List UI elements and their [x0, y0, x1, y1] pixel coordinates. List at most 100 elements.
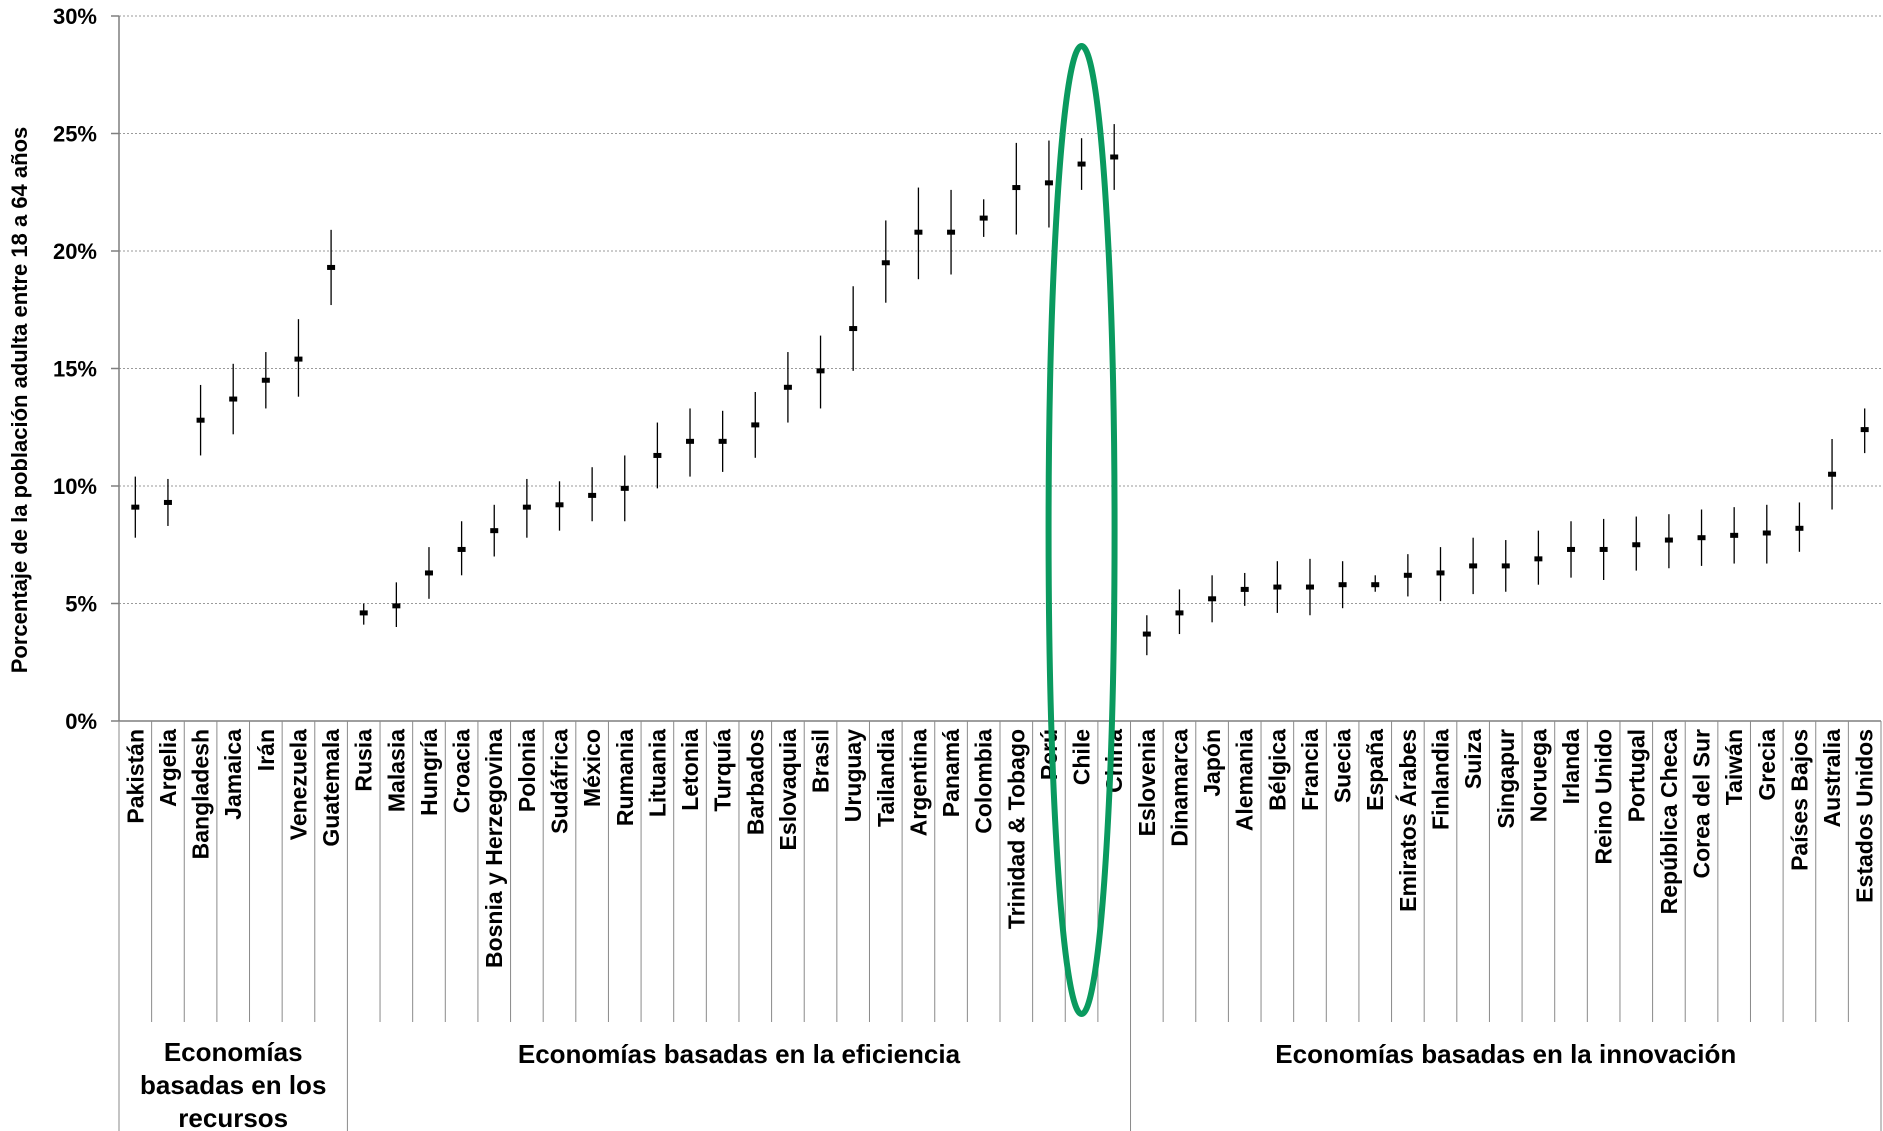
data-point	[1273, 584, 1282, 590]
highlight-ellipse-shape	[1045, 43, 1118, 1017]
data-marks	[131, 124, 1869, 656]
axes	[111, 15, 1882, 1131]
category-label: Suecia	[1330, 729, 1356, 803]
category-label: Croacia	[449, 729, 475, 814]
category-label: Eslovenia	[1134, 729, 1160, 837]
gridlines	[119, 15, 1881, 604]
data-point	[392, 603, 401, 609]
category-label: Jamaica	[220, 729, 246, 820]
category-label: Letonia	[677, 729, 703, 811]
data-point	[1795, 525, 1804, 531]
category-label: Bosnia y Herzegovina	[481, 729, 507, 968]
data-point	[751, 422, 760, 428]
data-point	[588, 492, 597, 498]
category-label: Argelia	[155, 729, 181, 807]
category-label: Turquía	[710, 729, 736, 812]
data-point	[914, 229, 923, 235]
y-tick-label: 5%	[65, 592, 97, 617]
category-label: Japón	[1199, 729, 1225, 797]
data-point	[1436, 570, 1445, 576]
category-label: Eslovaquia	[775, 729, 801, 851]
data-point	[1860, 427, 1869, 433]
category-label: Dinamarca	[1166, 729, 1192, 847]
data-point	[294, 356, 303, 362]
group-label: basadas en los	[140, 1070, 326, 1100]
data-point	[1567, 546, 1576, 552]
data-point	[196, 417, 205, 423]
y-tick-label: 15%	[53, 357, 97, 382]
category-label: Rusia	[351, 729, 377, 792]
data-point	[1697, 535, 1706, 541]
data-point	[1469, 563, 1478, 569]
category-label: Australia	[1819, 729, 1845, 828]
category-label: Portugal	[1623, 729, 1649, 822]
y-tick-label: 30%	[53, 4, 97, 29]
data-point	[131, 504, 140, 510]
data-point	[327, 264, 336, 270]
data-point	[457, 546, 466, 552]
category-label: Francia	[1297, 729, 1323, 811]
category-label: Singapur	[1493, 729, 1519, 829]
category-label: Polonia	[514, 729, 540, 812]
category-label: Venezuela	[285, 729, 311, 840]
data-point	[849, 326, 858, 332]
category-label: Países Bajos	[1786, 729, 1812, 871]
category-label: Bangladesh	[188, 729, 214, 859]
category-label: Alemania	[1232, 729, 1258, 831]
category-label: Suiza	[1460, 729, 1486, 789]
data-point	[1338, 582, 1347, 588]
group-label: Economías basadas en la eficiencia	[518, 1039, 961, 1069]
data-point	[1632, 542, 1641, 548]
category-label: Finlandia	[1428, 729, 1454, 830]
data-point	[1762, 530, 1771, 536]
data-point	[686, 438, 695, 444]
category-label: Hungría	[416, 729, 442, 816]
data-point	[1077, 161, 1086, 167]
category-label: Taiwán	[1721, 729, 1747, 805]
data-point	[1501, 563, 1510, 569]
category-label: Colombia	[971, 729, 997, 834]
data-point	[1534, 556, 1543, 562]
data-point	[881, 260, 890, 266]
category-label: México	[579, 729, 605, 807]
y-tick-labels: 0% 5% 10% 15% 20% 25% 30%	[53, 4, 97, 734]
data-point	[1044, 180, 1053, 186]
data-point	[1012, 185, 1021, 191]
data-point	[359, 610, 368, 616]
data-point	[653, 452, 662, 458]
y-tick-label: 20%	[53, 239, 97, 264]
category-label: República Checa	[1656, 729, 1682, 915]
data-point	[1110, 154, 1119, 160]
data-point	[522, 504, 531, 510]
data-point	[1664, 537, 1673, 543]
category-label: Lituania	[644, 729, 670, 817]
data-point	[1828, 471, 1837, 477]
data-point	[718, 438, 727, 444]
group-label: Economías basadas en la innovación	[1275, 1039, 1736, 1069]
category-labels: Pakistán Argelia Bangladesh Jamaica Irán Vene…	[122, 729, 1877, 968]
category-label: Irán	[253, 729, 279, 771]
category-label: Tailandia	[873, 729, 899, 827]
data-point	[1175, 610, 1184, 616]
data-point	[261, 377, 270, 383]
data-point	[1730, 532, 1739, 538]
category-label: Estados Unidos	[1852, 729, 1878, 903]
category-label: Corea del Sur	[1689, 729, 1715, 879]
y-tick-label: 0%	[65, 709, 97, 734]
category-label: Emiratos Árabes	[1394, 729, 1421, 912]
data-point	[1240, 586, 1249, 592]
data-point	[620, 485, 629, 491]
data-point	[1305, 584, 1314, 590]
category-label: Reino Unido	[1591, 729, 1617, 864]
data-point	[555, 502, 564, 508]
category-label: Argentina	[905, 729, 931, 837]
category-label: Uruguay	[840, 729, 866, 823]
data-point	[490, 528, 499, 534]
data-point	[947, 229, 956, 235]
category-label: Sudáfrica	[547, 729, 573, 834]
category-label: Panamá	[938, 729, 964, 817]
data-point	[1403, 572, 1412, 578]
data-point	[424, 570, 433, 576]
category-label: Noruega	[1525, 729, 1551, 823]
